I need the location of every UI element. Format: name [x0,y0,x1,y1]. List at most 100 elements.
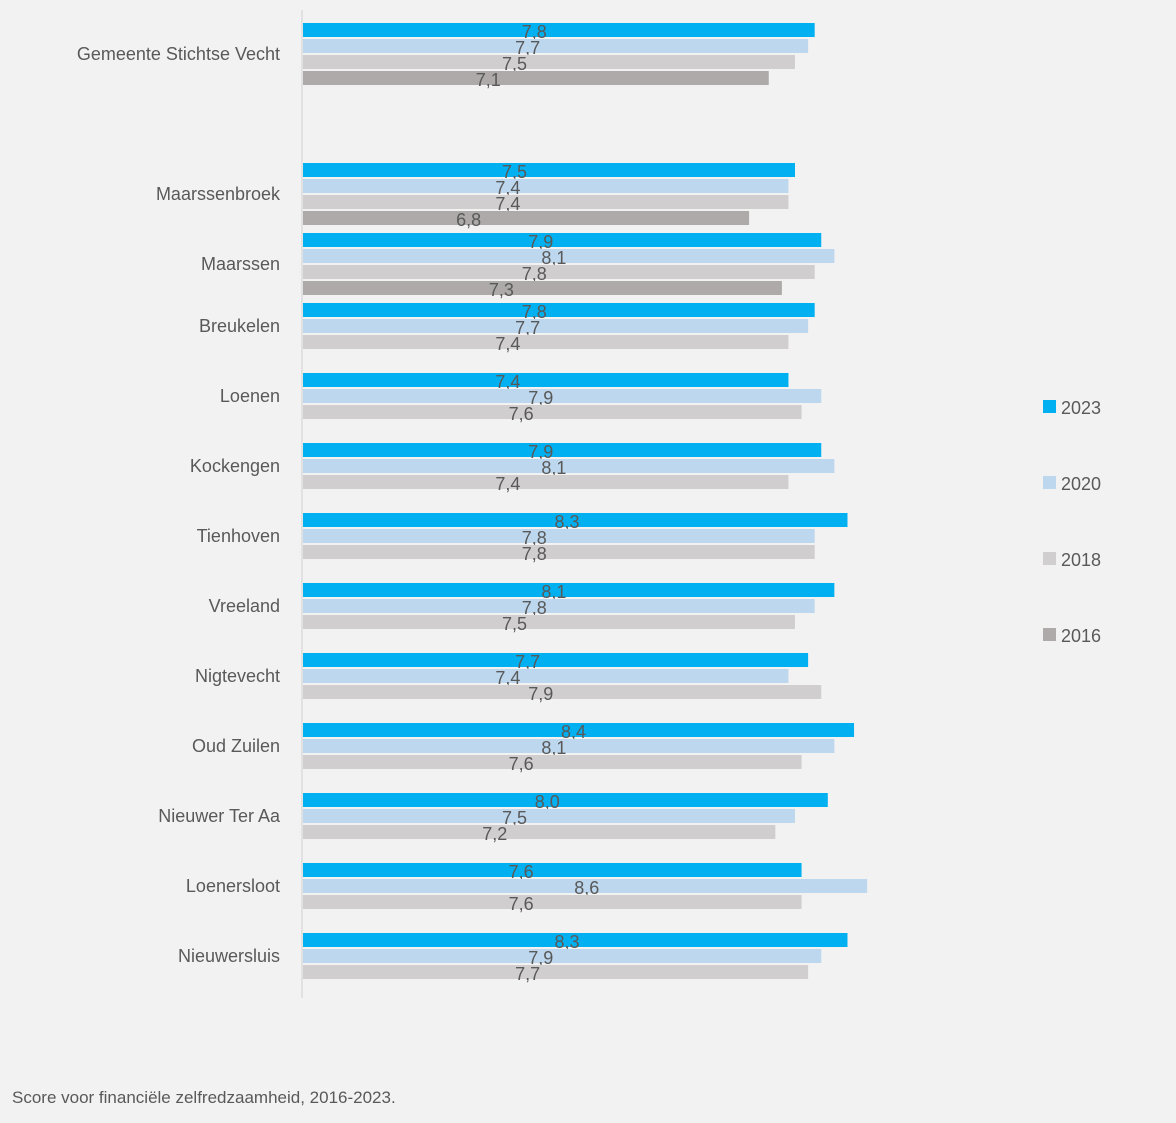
data-label: 7,7 [515,38,540,58]
bar-2023 [303,933,848,947]
bar-2016 [303,281,782,295]
category-label: Loenen [220,386,280,406]
bar-2020 [303,529,815,543]
bar-2020 [303,459,835,473]
data-label: 7,9 [528,388,553,408]
category-label: Nigtevecht [195,666,280,686]
category-label: Nieuwersluis [178,946,280,966]
bar-2020 [303,249,835,263]
bar-2020 [303,949,822,963]
bar-2018 [303,825,776,839]
data-label: 7,5 [502,162,527,182]
bar-2018 [303,755,802,769]
bar-2023 [303,513,848,527]
bar-2018 [303,965,809,979]
bar-2018 [303,405,802,419]
bar-2023 [303,163,795,177]
bar-2020 [303,179,789,193]
data-label: 7,9 [528,948,553,968]
data-label: 8,1 [541,738,566,758]
data-label: 7,1 [476,70,501,90]
data-label: 8,1 [541,582,566,602]
data-label: 7,4 [495,668,520,688]
data-label: 8,1 [541,458,566,478]
bar-2023 [303,23,815,37]
category-label: Kockengen [190,456,280,476]
data-label: 7,4 [495,194,520,214]
bar-2020 [303,879,868,893]
legend-swatch-2016 [1043,628,1056,641]
data-label: 7,2 [482,824,507,844]
category-label: Maarssen [201,254,280,274]
bar-2020 [303,599,815,613]
data-label: 8,4 [561,722,586,742]
data-label: 7,4 [495,372,520,392]
data-label: 7,8 [522,598,547,618]
bar-2018 [303,895,802,909]
data-label: 7,9 [528,442,553,462]
bar-2018 [303,685,822,699]
bar-2023 [303,723,855,737]
data-label: 7,6 [509,404,534,424]
data-label: 8,3 [555,932,580,952]
legend-label: 2018 [1061,550,1101,570]
data-label: 7,4 [495,178,520,198]
bar-2023 [303,653,809,667]
category-label: Breukelen [199,316,280,336]
category-label: Oud Zuilen [192,736,280,756]
chart-caption: Score voor financiële zelfredzaamheid, 2… [12,1088,396,1107]
category-label: Maarssenbroek [156,184,281,204]
bar-2020 [303,739,835,753]
data-label: 7,6 [509,862,534,882]
bar-2018 [303,475,789,489]
legend-label: 2020 [1061,474,1101,494]
data-label: 7,6 [509,754,534,774]
data-label: 7,4 [495,334,520,354]
category-label: Gemeente Stichtse Vecht [77,44,280,64]
data-label: 7,5 [502,614,527,634]
data-label: 7,4 [495,474,520,494]
data-label: 8,6 [574,878,599,898]
data-label: 8,0 [535,792,560,812]
bar-2023 [303,583,835,597]
data-label: 8,3 [555,512,580,532]
bar-2018 [303,55,795,69]
data-label: 7,6 [509,894,534,914]
bar-2020 [303,669,789,683]
bar-2018 [303,195,789,209]
data-label: 7,9 [528,232,553,252]
bar-2016 [303,211,750,225]
legend-label: 2016 [1061,626,1101,646]
data-label: 7,5 [502,808,527,828]
data-label: 6,8 [456,210,481,230]
bar-2020 [303,39,809,53]
category-label: Loenersloot [186,876,280,896]
bar-2023 [303,373,789,387]
data-label: 7,8 [522,302,547,322]
data-label: 7,8 [522,264,547,284]
data-label: 7,3 [489,280,514,300]
legend-swatch-2018 [1043,552,1056,565]
legend-swatch-2020 [1043,476,1056,489]
bar-2023 [303,233,822,247]
category-label: Nieuwer Ter Aa [158,806,281,826]
bar-2020 [303,319,809,333]
bar-2020 [303,809,795,823]
legend-swatch-2023 [1043,400,1056,413]
bar-2018 [303,545,815,559]
data-label: 7,7 [515,964,540,984]
data-label: 7,8 [522,22,547,42]
category-label: Tienhoven [197,526,280,546]
bar-2023 [303,863,802,877]
data-label: 7,9 [528,684,553,704]
bar-2018 [303,335,789,349]
legend-label: 2023 [1061,398,1101,418]
data-label: 7,8 [522,544,547,564]
bar-2023 [303,793,828,807]
data-label: 7,5 [502,54,527,74]
data-label: 7,8 [522,528,547,548]
bar-2020 [303,389,822,403]
bar-2023 [303,303,815,317]
